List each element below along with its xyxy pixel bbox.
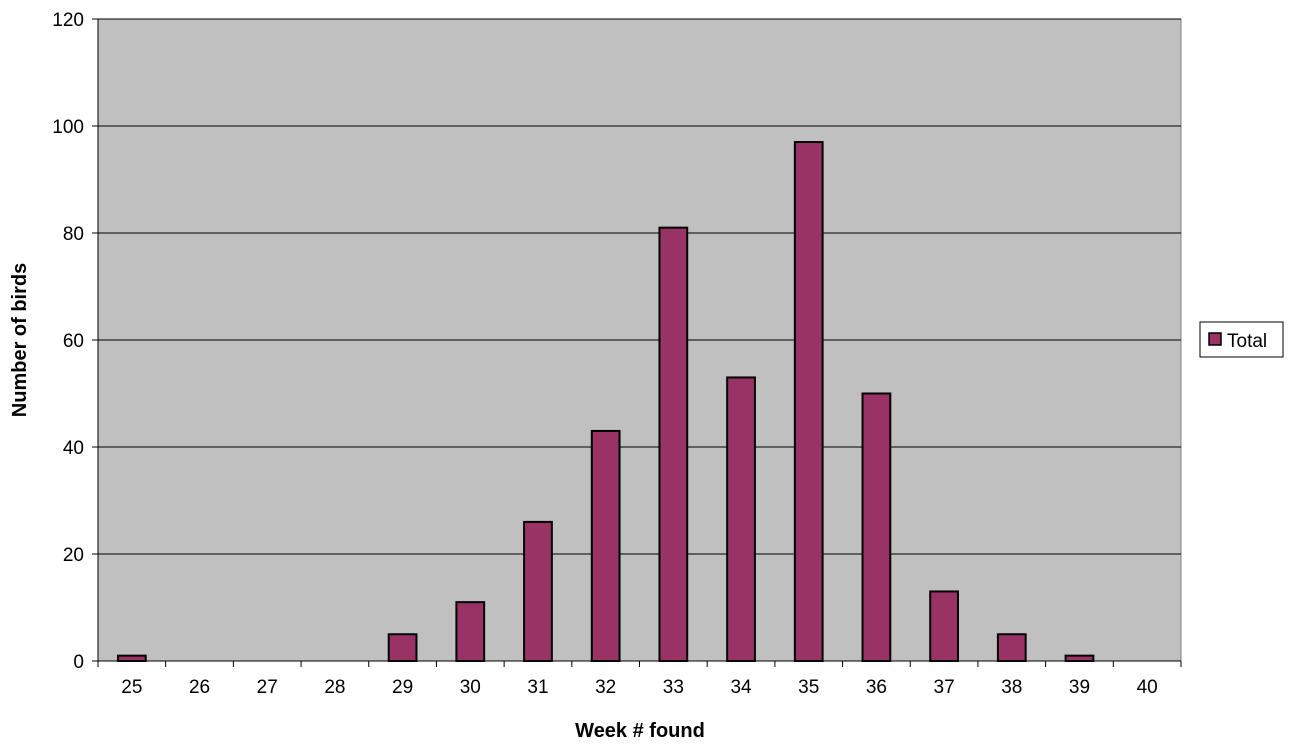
legend-label: Total bbox=[1227, 331, 1267, 352]
y-tick-label: 40 bbox=[63, 438, 84, 459]
bar bbox=[929, 590, 959, 663]
y-tick-label: 20 bbox=[63, 545, 84, 566]
x-tick-label: 32 bbox=[595, 677, 616, 698]
x-tick-label: 34 bbox=[730, 677, 752, 698]
x-tick-label: 33 bbox=[663, 677, 684, 698]
y-tick-label: 80 bbox=[63, 224, 84, 245]
y-tick-label: 60 bbox=[63, 331, 84, 352]
x-tick-label: 36 bbox=[866, 677, 887, 698]
y-axis-title: Number of birds bbox=[9, 263, 31, 417]
bar bbox=[996, 633, 1027, 662]
x-tick-label: 25 bbox=[121, 677, 142, 698]
bar bbox=[523, 520, 553, 663]
x-tick-label: 40 bbox=[1137, 677, 1158, 698]
bar bbox=[793, 141, 824, 663]
bar bbox=[1064, 654, 1095, 663]
y-tick-label: 100 bbox=[52, 117, 84, 138]
x-tick-label: 29 bbox=[392, 677, 413, 698]
y-tick-label: 0 bbox=[73, 652, 84, 673]
x-axis-title: Week # found bbox=[575, 720, 705, 742]
legend: Total bbox=[1199, 321, 1284, 358]
x-tick-label: 38 bbox=[1001, 677, 1022, 698]
bar bbox=[861, 392, 892, 662]
x-tick-label: 26 bbox=[189, 677, 210, 698]
x-tick-label: 27 bbox=[257, 677, 278, 698]
legend-swatch bbox=[1208, 332, 1222, 346]
bar bbox=[387, 633, 418, 662]
bar bbox=[726, 376, 756, 662]
x-tick-label: 31 bbox=[527, 677, 548, 698]
gridlines bbox=[98, 18, 1181, 555]
bar bbox=[116, 654, 147, 663]
bar bbox=[590, 429, 621, 663]
bar bbox=[455, 601, 486, 663]
x-tick-label: 28 bbox=[324, 677, 345, 698]
x-tick-label: 39 bbox=[1069, 677, 1090, 698]
y-tick-label: 120 bbox=[52, 10, 84, 31]
x-tick-label: 35 bbox=[798, 677, 819, 698]
x-axis-tick-labels: 25 26 27 28 29 30 31 32 33 34 35 36 37 38 39 40 bbox=[121, 677, 1157, 698]
bar bbox=[658, 226, 689, 662]
y-axis-tick-labels: 0 20 40 60 80 100 120 bbox=[52, 10, 84, 673]
x-tick-label: 30 bbox=[460, 677, 481, 698]
axes bbox=[92, 18, 1182, 667]
x-tick-label: 37 bbox=[934, 677, 955, 698]
